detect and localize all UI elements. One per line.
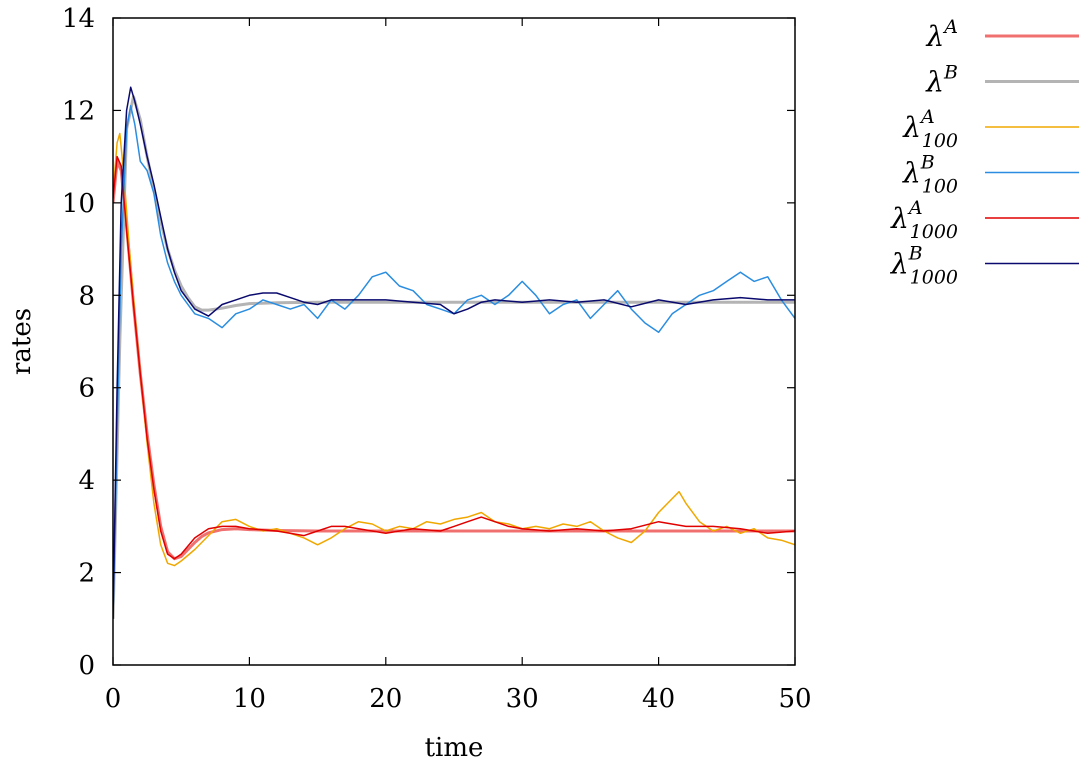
legend-entry-label: λA 1000 <box>890 197 958 243</box>
series-line-2 <box>113 95 795 619</box>
series-line-1 <box>113 159 795 561</box>
series-group <box>113 86 795 619</box>
legend-entry-label: λB <box>925 62 958 99</box>
y-tick-label: 14 <box>62 4 95 34</box>
y-tick-label: 12 <box>62 96 95 126</box>
legend-entry-label: λA <box>926 16 958 53</box>
x-tick-label: 0 <box>105 684 122 714</box>
x-tick-label: 20 <box>369 684 402 714</box>
y-axis-ticks: 0 2 4 6 8 10 12 14 <box>62 4 795 681</box>
series-line-5 <box>113 155 795 560</box>
x-tick-label: 30 <box>506 684 539 714</box>
series-line-4 <box>113 105 795 619</box>
legend-entry-label: λB 100 <box>902 152 958 198</box>
y-tick-label: 2 <box>78 559 95 589</box>
x-tick-label: 40 <box>642 684 675 714</box>
y-tick-label: 4 <box>78 466 95 496</box>
x-tick-label: 50 <box>778 684 811 714</box>
y-tick-label: 0 <box>78 651 95 681</box>
series-line-3 <box>113 132 795 567</box>
y-axis-label: rates <box>7 308 37 375</box>
series-line-6 <box>113 86 795 619</box>
x-axis-label: time <box>425 733 484 763</box>
plot-area: 0 10 20 30 40 50 0 2 4 6 8 10 12 14 <box>62 4 812 714</box>
x-axis-ticks: 0 10 20 30 40 50 <box>105 18 812 714</box>
legend-entry-label: λB 1000 <box>890 243 958 289</box>
y-tick-label: 10 <box>62 189 95 219</box>
legend-entry-label: λA 100 <box>902 106 958 152</box>
x-tick-label: 10 <box>233 684 266 714</box>
y-tick-label: 8 <box>78 281 95 311</box>
y-tick-label: 6 <box>78 374 95 404</box>
plot-frame <box>112 17 796 666</box>
